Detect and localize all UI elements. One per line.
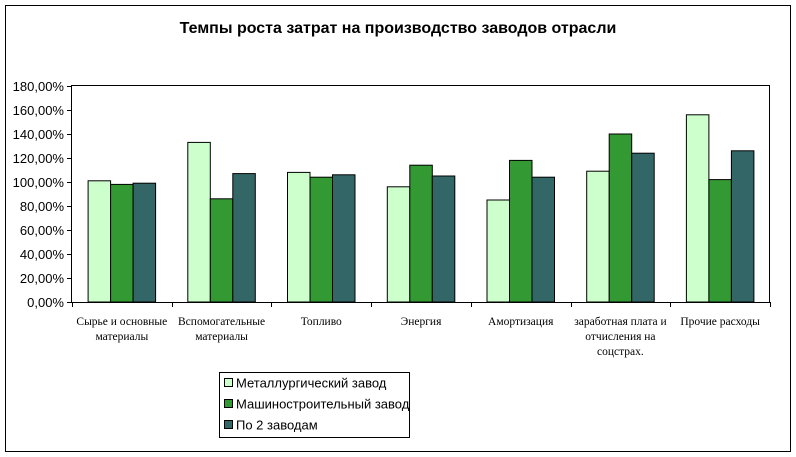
x-category-label: заработная плата и отчисления на соцстрах. — [574, 316, 666, 358]
bar — [309, 176, 333, 303]
y-tick-label: 80,00% — [20, 199, 65, 214]
bar — [730, 150, 755, 303]
bar — [287, 171, 311, 303]
bar — [110, 183, 134, 303]
x-category-label: Вспомогательные материалы — [178, 316, 265, 343]
y-tick-label: 140,00% — [13, 127, 65, 142]
x-category-label-line: отчисления на — [585, 331, 655, 343]
bar — [608, 133, 633, 303]
bar — [409, 164, 433, 303]
bar — [209, 198, 234, 303]
x-category-label-line: Амортизация — [488, 316, 554, 328]
x-category-label: Энергия — [401, 316, 442, 328]
y-tick-label: 180,00% — [13, 79, 65, 94]
bar — [87, 180, 112, 303]
bar — [386, 186, 411, 303]
x-category-label: Прочие расходы — [680, 316, 760, 328]
x-category-label: Топливо — [301, 316, 342, 328]
x-category-label-line: материалы — [195, 331, 248, 343]
bar — [132, 182, 157, 303]
legend: Металлургический завод Машиностроительный… — [219, 372, 410, 438]
x-axis: Сырье и основные материалыВспомогательные… — [72, 302, 771, 358]
bar — [531, 176, 555, 303]
bar — [232, 173, 256, 303]
bar — [486, 199, 510, 303]
y-tick-label: 20,00% — [20, 271, 65, 286]
bar — [332, 174, 356, 303]
x-category-label-line: Энергия — [401, 316, 442, 328]
y-tick-label: 40,00% — [20, 247, 65, 262]
x-category-label: Сырье и основные материалы — [76, 316, 167, 343]
x-category-label: Амортизация — [488, 316, 554, 328]
x-category-label-line: Топливо — [301, 316, 342, 328]
bar — [431, 175, 456, 303]
y-axis: 0,00% 20,00% 40,00% 60,00% 80,00% 100,00% 120,… — [13, 79, 72, 310]
y-tick-label: 120,00% — [13, 151, 65, 166]
bar — [708, 179, 732, 303]
x-category-label-line: материалы — [95, 331, 148, 343]
bar — [631, 152, 655, 303]
y-tick-label: 100,00% — [13, 175, 65, 190]
legend-label: По 2 заводам — [236, 418, 318, 433]
x-category-label-line: Сырье и основные — [76, 316, 167, 328]
bars — [87, 114, 755, 303]
legend-swatch — [224, 399, 233, 408]
x-category-label-line: соцстрах. — [597, 346, 644, 358]
y-tick-label: 160,00% — [13, 103, 65, 118]
bar — [187, 141, 211, 303]
legend-label: Металлургический завод — [236, 376, 387, 391]
legend-box — [219, 372, 410, 438]
legend-swatch — [224, 420, 233, 429]
chart-title: Темпы роста затрат на производство завод… — [180, 20, 617, 37]
bar — [586, 170, 610, 303]
x-category-label-line: Вспомогательные — [178, 316, 265, 328]
x-category-label-line: Прочие расходы — [680, 316, 760, 328]
legend-label: Машиностроительный завод — [236, 397, 410, 412]
x-category-label-line: заработная плата и — [574, 316, 666, 328]
bar — [509, 159, 533, 303]
y-tick-label: 60,00% — [20, 223, 65, 238]
y-tick-label: 0,00% — [27, 295, 64, 310]
legend-swatch — [224, 378, 233, 387]
bar — [685, 114, 710, 303]
